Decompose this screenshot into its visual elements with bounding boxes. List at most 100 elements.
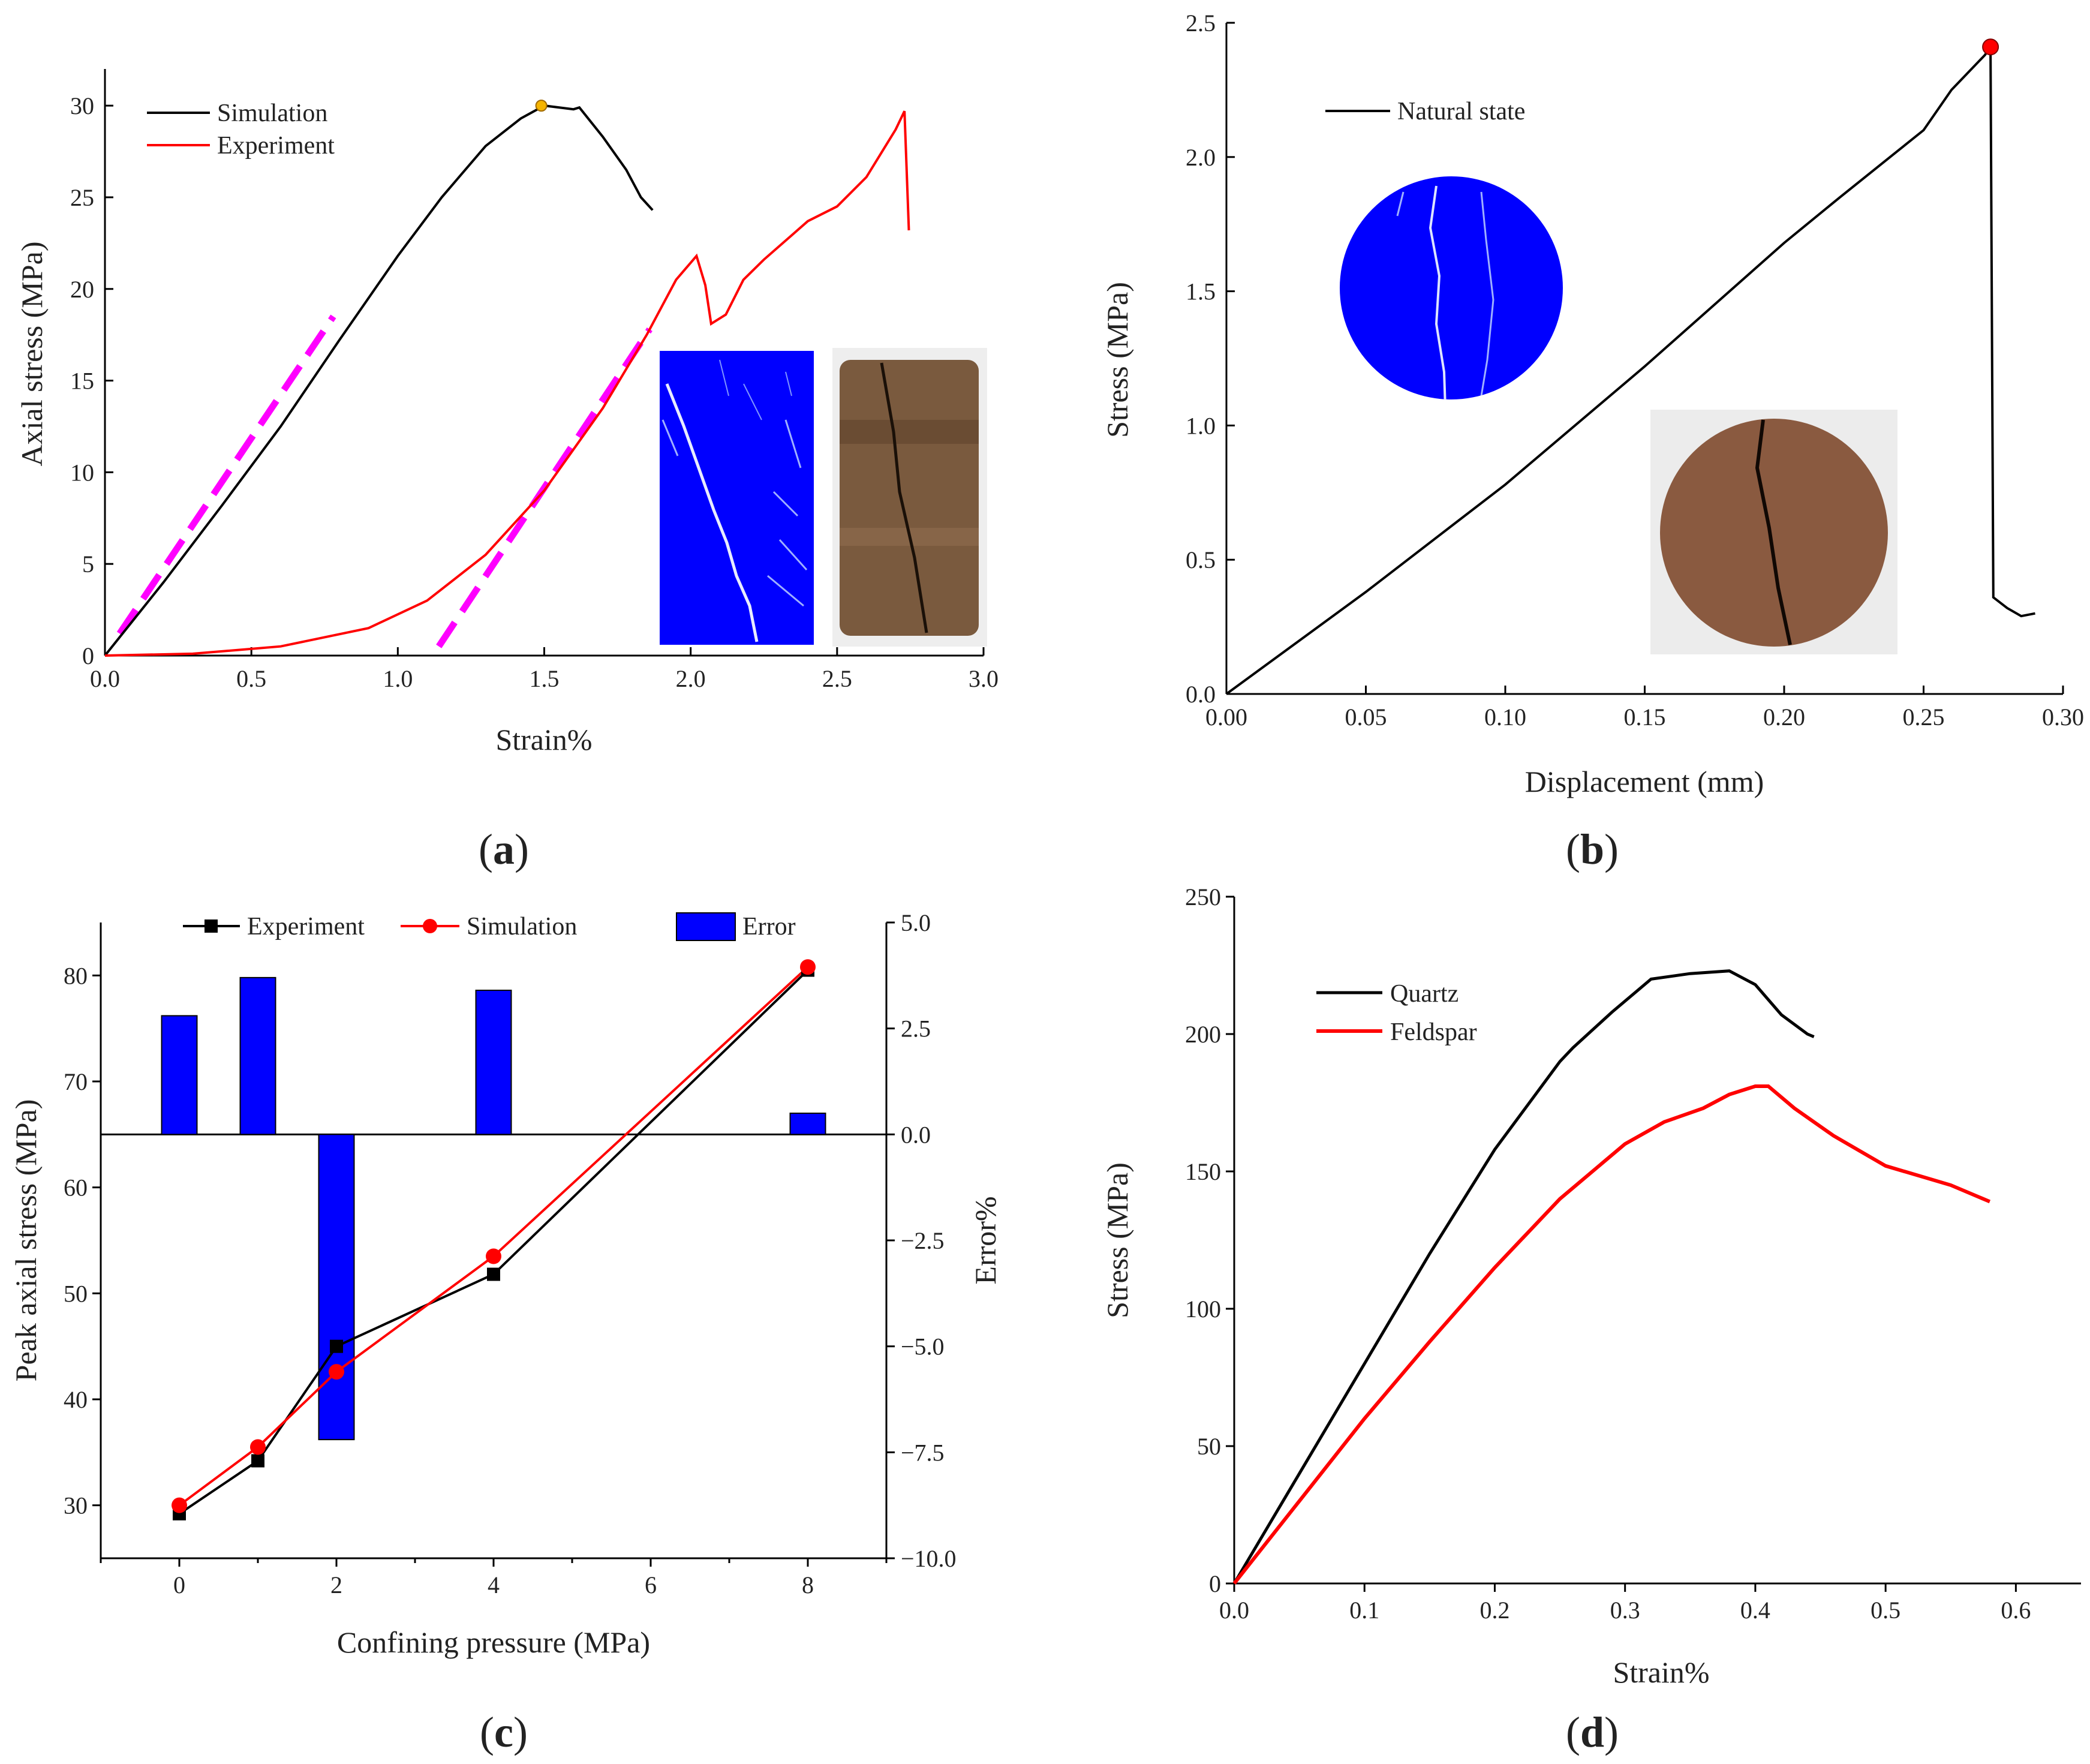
panel-c-legend-simulation: Simulation [467,913,577,940]
panel-c-legend-swatch-error [676,912,736,941]
x-tick-label: 0.5 [236,665,266,692]
panel-label-a: (a) [479,825,529,873]
x-tick-label: 0.5 [1871,1597,1900,1624]
panel-a-legend-simulation: Simulation [217,100,327,127]
x-tick-label: 0.20 [1763,704,1805,731]
simulation-point [250,1439,266,1455]
panel-d-legend-feldspar: Feldspar [1390,1018,1477,1046]
error-bar [239,976,276,1135]
panel-d: 0.0 0.1 0.2 0.3 0.4 0.5 0.6 0 50 100 150 200 250 Str… [1100,883,2081,1689]
x-tick-label: 0.3 [1610,1597,1640,1624]
panel-b-rock-disc-photo [1650,410,1897,654]
panel-b-xlabel: Displacement (mm) [1525,765,1764,798]
experiment-point [330,1339,343,1353]
y-tick-label: 20 [70,276,94,303]
panel-d-quartz-line [1232,969,1815,1585]
simulation-point [486,1248,501,1264]
y-tick-label: 60 [64,1174,88,1201]
y-tick-label: 1.0 [1186,412,1216,439]
error-bar [789,1113,826,1135]
panel-a-experiment-line [104,110,910,657]
panel-c-legend-marker-experiment [205,919,218,933]
panel-d-feldspar-line [1232,1084,1991,1585]
panel-d-xlabel: Strain% [1613,1655,1709,1689]
panel-label-c: (c) [480,1708,528,1756]
y2-tick-label: −2.5 [901,1227,945,1254]
panel-b-peak-marker [1982,38,1999,56]
y2-tick-label: −7.5 [901,1439,945,1466]
panel-c-legend-experiment: Experiment [247,913,365,940]
y-tick-label: 1.5 [1186,278,1216,305]
y2-tick-label: −5.0 [901,1333,945,1360]
panel-b-natural-state-line [1225,43,2035,695]
y-tick-label: 2.0 [1186,144,1216,171]
y-tick-label: 200 [1185,1021,1221,1048]
panel-a-fit-line-2 [436,327,652,648]
x-tick-label: 0.0 [90,665,120,692]
panel-d-legend-quartz: Quartz [1390,980,1459,1008]
x-tick-label: 6 [645,1571,657,1598]
error-bar [318,1134,355,1441]
x-tick-label: 8 [802,1571,814,1598]
panel-c-legend-error: Error [742,913,796,940]
x-tick-label: 0.4 [1740,1597,1770,1624]
y-tick-label: 40 [64,1386,88,1413]
experiment-point [251,1454,264,1468]
error-bar [475,990,512,1135]
panel-b-ylabel: Stress (MPa) [1100,282,1134,438]
panel-a: 0.0 0.5 1.0 1.5 2.0 2.5 3.0 0 5 10 15 20 25 30 Strain… [15,69,999,756]
x-tick-label: 0.10 [1484,704,1526,731]
y-tick-label: 0 [82,642,94,669]
x-tick-label: 4 [488,1571,500,1598]
simulation-point [800,959,816,975]
x-tick-label: 2 [330,1571,342,1598]
y-tick-label: 30 [70,92,94,119]
y-tick-label: 0.0 [1186,681,1216,708]
y2-tick-label: 0.0 [901,1121,931,1148]
y-tick-label: 15 [70,368,94,395]
x-tick-label: 0.15 [1624,704,1666,731]
x-tick-label: 1.0 [383,665,413,692]
x-tick-label: 0.2 [1479,1597,1509,1624]
y-tick-label: 0 [1209,1570,1221,1597]
panel-a-xlabel: Strain% [495,723,592,756]
panel-b-simulation-disc-image [1340,176,1563,399]
panel-a-fit-line-1 [116,314,336,636]
y2-tick-label: 2.5 [901,1015,931,1042]
panel-a-simulation-fracture-image [660,351,814,645]
y-tick-label: 10 [70,459,94,486]
x-tick-label: 0.00 [1205,704,1247,731]
x-tick-label: 0 [173,1571,185,1598]
y-tick-label: 2.5 [1186,10,1216,37]
panel-a-ylabel: Axial stress (MPa) [15,242,49,467]
y-tick-label: 150 [1185,1158,1221,1185]
experiment-point [487,1267,500,1281]
y-tick-label: 50 [64,1280,88,1307]
y-tick-label: 80 [64,962,88,989]
panel-a-peak-marker [535,100,548,112]
panel-c-legend-marker-simulation [423,919,437,933]
y-tick-label: 0.5 [1186,546,1216,573]
y-tick-label: 100 [1185,1296,1221,1323]
y2-tick-label: 5.0 [901,909,931,936]
panel-a-rock-core-photo [832,348,987,647]
y2-tick-label: −10.0 [901,1545,957,1572]
error-bar [161,1015,198,1135]
simulation-point [172,1497,187,1513]
panel-b: 0.00 0.05 0.10 0.15 0.20 0.25 0.30 0.0 0.5 1.0 1.5… [1100,10,2084,798]
x-tick-label: 3.0 [969,665,999,692]
panel-a-legend-experiment: Experiment [217,132,335,160]
x-tick-label: 0.1 [1349,1597,1379,1624]
panel-c-ylabel: Peak axial stress (MPa) [9,1099,43,1382]
y-tick-label: 25 [70,184,94,211]
y-tick-label: 70 [64,1068,88,1095]
x-tick-label: 1.5 [530,665,560,692]
y-tick-label: 30 [64,1492,88,1519]
panel-label-b: (b) [1566,825,1619,873]
simulation-point [329,1364,344,1380]
x-tick-label: 2.5 [822,665,852,692]
y-tick-label: 250 [1185,883,1221,910]
panel-b-legend-natural: Natural state [1397,98,1525,125]
y-tick-label: 50 [1197,1433,1221,1460]
